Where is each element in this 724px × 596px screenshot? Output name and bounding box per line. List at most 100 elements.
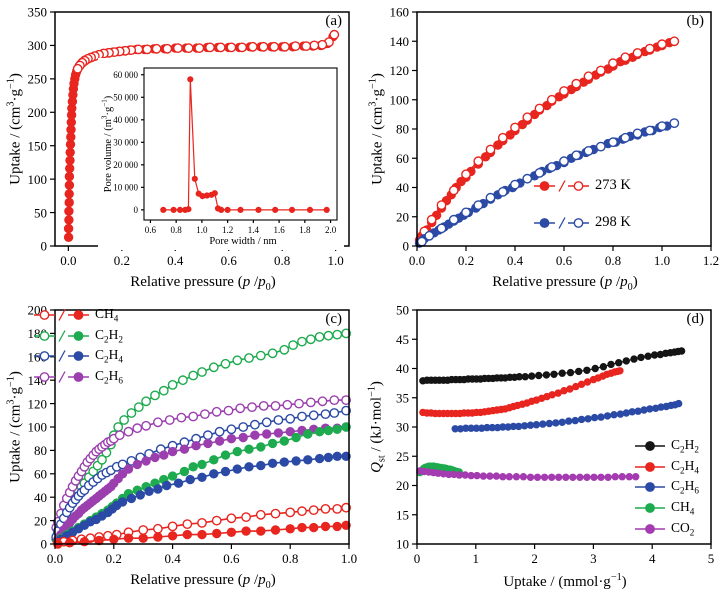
panel-a-x-axis-label: Relative pressure (p /p0) <box>130 274 276 293</box>
svg-text:160: 160 <box>390 5 410 20</box>
series-ch4-filled <box>53 520 351 549</box>
svg-text:20: 20 <box>396 478 409 493</box>
y-axis-ticks: 10 15 20 25 30 35 40 45 50 <box>396 303 417 552</box>
svg-text:40: 40 <box>396 180 409 195</box>
svg-text:120: 120 <box>390 63 410 78</box>
legend-entry: C2H6 <box>634 478 699 496</box>
legend-marker <box>635 523 665 534</box>
series-n2-desorption <box>72 29 340 74</box>
panel-d-y-axis-label: Qst / (kJ·mol−1) <box>366 381 388 473</box>
svg-text:80: 80 <box>34 443 47 458</box>
svg-text:40: 40 <box>34 490 47 505</box>
svg-text:0.6: 0.6 <box>223 551 240 566</box>
svg-text:1.6: 1.6 <box>273 225 285 235</box>
inset-y-axis-label: Pore volume / (m3·g−1) <box>100 95 114 193</box>
x-axis-ticks: 0.0 0.2 0.4 0.6 0.8 1.0 1.2 <box>409 246 719 268</box>
svg-text:25: 25 <box>396 449 409 464</box>
svg-text:20: 20 <box>396 209 409 224</box>
svg-text:0.4: 0.4 <box>164 551 181 566</box>
legend-label: C2H2 <box>95 326 123 345</box>
svg-text:0.4: 0.4 <box>507 253 524 268</box>
legend-entry: C2H4 <box>34 347 123 365</box>
svg-text:60: 60 <box>34 466 47 481</box>
svg-text:1.8: 1.8 <box>299 225 311 235</box>
svg-text:1.2: 1.2 <box>222 225 233 235</box>
series-c2h6-open <box>51 395 351 533</box>
panel-a-y-axis-label: Uptake / (cm3·g−1) <box>5 73 24 185</box>
svg-text:1: 1 <box>473 551 480 566</box>
panel-b-canvas: 0.0 0.2 0.4 0.6 0.8 1.0 1.2 0 20 40 60 80 100 120 140 1… <box>362 0 724 303</box>
svg-text:1.4: 1.4 <box>248 225 260 235</box>
x-axis-ticks: 0.0 0.2 0.4 0.6 0.8 1.0 <box>60 246 344 268</box>
svg-text:3: 3 <box>590 551 597 566</box>
legend-label: C2H4 <box>671 457 699 476</box>
panel-c-tag: (c) <box>325 311 342 327</box>
svg-text:1.2: 1.2 <box>703 253 719 268</box>
svg-text:0.8: 0.8 <box>274 253 290 268</box>
series-qst-c2h2 <box>419 347 686 385</box>
svg-text:100: 100 <box>28 172 48 187</box>
legend-entry: C2H4 <box>634 457 699 476</box>
y-axis-ticks: 0 50 100 150 200 250 300 350 <box>28 5 55 254</box>
svg-text:1.0: 1.0 <box>328 253 344 268</box>
legend-entry: C2H2 <box>634 437 699 455</box>
svg-text:0.8: 0.8 <box>282 551 298 566</box>
svg-text:40 000: 40 000 <box>113 115 138 125</box>
panel-a-tag: (a) <box>325 13 342 29</box>
svg-text:4: 4 <box>649 551 656 566</box>
legend-entry: C2H2 <box>34 326 123 345</box>
svg-text:1.0: 1.0 <box>654 253 670 268</box>
svg-text:80: 80 <box>396 122 409 137</box>
panel-d-legend: C2H2 C2H4 C2H6 CH4 CO2 <box>634 437 699 540</box>
panel-c-x-axis-label: Relative pressure (p /p0) <box>130 572 276 591</box>
svg-text:30: 30 <box>396 420 409 435</box>
svg-text:20 000: 20 000 <box>113 160 138 170</box>
panel-c-canvas: 0.0 0.2 0.4 0.6 0.8 1.0 0 20 40 60 80 100 120 140 160 1… <box>0 298 362 596</box>
legend-marker <box>635 440 665 451</box>
svg-text:60: 60 <box>396 151 409 166</box>
legend-marker <box>34 350 89 363</box>
svg-text:50: 50 <box>34 205 47 220</box>
inset-canvas: 0.6 0.8 1.0 1.2 1.4 1.6 1.8 2.0 0 10 000 20 000 30 … <box>98 58 344 255</box>
legend-marker <box>34 309 89 321</box>
panel-d: 0 1 2 3 4 5 10 15 20 25 30 35 40 45 50 Qst / (kJ·mol−1… <box>362 298 724 596</box>
legend-label: 273 K <box>595 177 631 193</box>
legend-marker <box>635 461 665 472</box>
legend-marker <box>34 329 89 342</box>
svg-text:0.0: 0.0 <box>409 253 425 268</box>
x-axis-ticks: 0 1 2 3 4 5 <box>414 544 715 566</box>
svg-text:0: 0 <box>41 239 48 254</box>
svg-text:250: 250 <box>28 72 48 87</box>
series-qst-co2 <box>416 467 640 482</box>
pore-size-inset: 0.6 0.8 1.0 1.2 1.4 1.6 1.8 2.0 0 10 000 20 000 30 … <box>98 58 344 250</box>
svg-text:0: 0 <box>403 239 410 254</box>
series-pore-size-distribution <box>160 76 330 213</box>
svg-text:0.2: 0.2 <box>114 253 130 268</box>
series-273k-desorption <box>419 36 680 237</box>
svg-text:0.0: 0.0 <box>47 551 63 566</box>
panel-b-tag: (b) <box>686 13 705 29</box>
svg-text:2: 2 <box>531 551 538 566</box>
series-qst-ch4 <box>416 462 464 477</box>
legend-entry: 298 K <box>534 214 631 231</box>
svg-text:300: 300 <box>28 38 48 53</box>
svg-text:30 000: 30 000 <box>113 138 138 148</box>
series-qst-c2h4 <box>419 367 624 418</box>
panel-d-canvas: 0 1 2 3 4 5 10 15 20 25 30 35 40 45 50 <box>362 298 724 596</box>
svg-text:10 000: 10 000 <box>113 183 138 193</box>
svg-text:5: 5 <box>708 551 715 566</box>
y-axis-ticks: 0 20 40 60 80 100 120 140 160 <box>390 5 417 254</box>
svg-text:350: 350 <box>28 5 48 20</box>
svg-text:0: 0 <box>41 537 48 552</box>
x-axis-ticks: 0.0 0.2 0.4 0.6 0.8 1.0 <box>47 544 357 566</box>
legend-marker <box>34 371 89 383</box>
legend-label: 298 K <box>595 214 631 230</box>
legend-entry: C2H6 <box>34 368 123 386</box>
legend-label: C2H2 <box>671 437 699 455</box>
svg-text:0.6: 0.6 <box>145 225 157 235</box>
panel-d-x-axis-label: Uptake / (mmol·g−1) <box>503 572 627 590</box>
chart-a: 0.0 0.2 0.4 0.6 0.8 1.0 0 50 100 150 200 250 300 350 <box>28 5 350 268</box>
chart-c: 0.0 0.2 0.4 0.6 0.8 1.00204060801001201401601… <box>28 303 358 566</box>
svg-text:0.8: 0.8 <box>605 253 621 268</box>
panel-a-canvas: 0.0 0.2 0.4 0.6 0.8 1.0 0 50 100 150 200 250 300 350 <box>0 0 362 303</box>
